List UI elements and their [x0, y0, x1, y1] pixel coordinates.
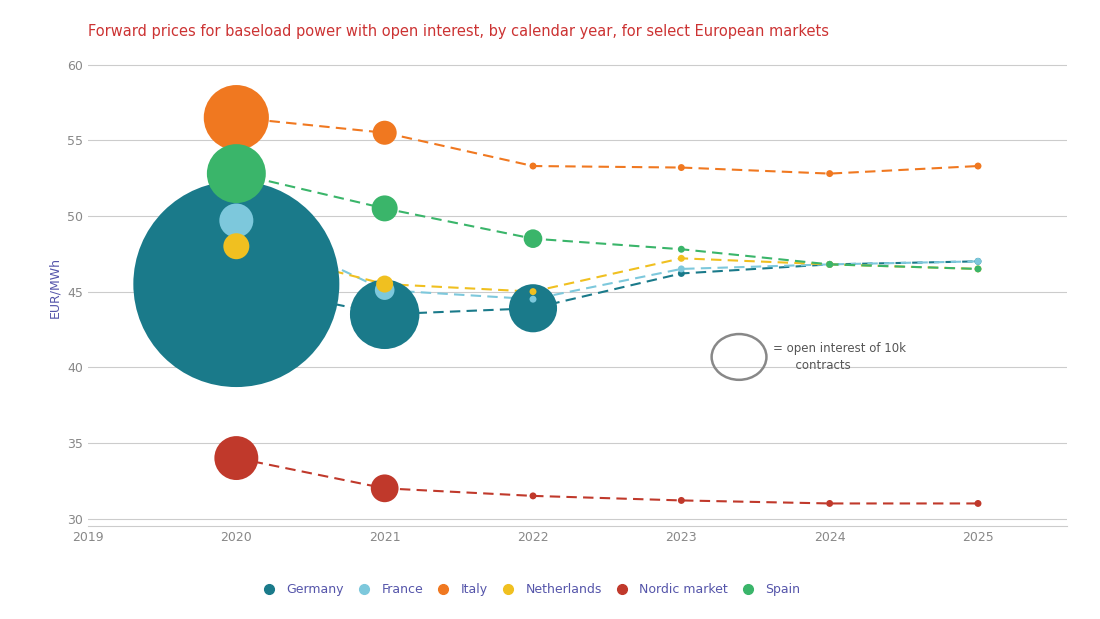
Text: = open interest of 10k
      contracts: = open interest of 10k contracts [773, 342, 906, 372]
Point [969, 264, 987, 274]
Point [525, 287, 542, 297]
Point [969, 264, 987, 274]
Point [672, 253, 690, 263]
Legend: Germany, France, Italy, Netherlands, Nordic market, Spain: Germany, France, Italy, Netherlands, Nor… [256, 583, 801, 596]
Point [376, 204, 394, 214]
Y-axis label: EUR/MWh: EUR/MWh [48, 258, 62, 318]
Point [525, 294, 542, 304]
Point [228, 168, 245, 178]
Point [228, 453, 245, 463]
Point [525, 491, 542, 501]
Point [228, 113, 245, 123]
Point [969, 256, 987, 266]
Point [969, 256, 987, 266]
Point [821, 168, 838, 178]
Point [228, 241, 245, 251]
Point [821, 498, 838, 508]
Point [672, 269, 690, 279]
Point [525, 234, 542, 244]
Point [376, 310, 394, 319]
Point [228, 279, 245, 289]
Point [672, 264, 690, 274]
Point [376, 285, 394, 295]
Point [672, 495, 690, 505]
Point [969, 161, 987, 171]
Point [821, 259, 838, 269]
Point [821, 259, 838, 269]
Point [672, 163, 690, 173]
Point [525, 161, 542, 171]
Point [376, 279, 394, 289]
Point [228, 215, 245, 225]
Point [821, 259, 838, 269]
Point [376, 483, 394, 493]
Point [672, 245, 690, 254]
Point [821, 259, 838, 269]
Point [969, 498, 987, 508]
Point [376, 128, 394, 137]
Point [525, 303, 542, 313]
Text: Forward prices for baseload power with open interest, by calendar year, for sele: Forward prices for baseload power with o… [88, 24, 829, 38]
